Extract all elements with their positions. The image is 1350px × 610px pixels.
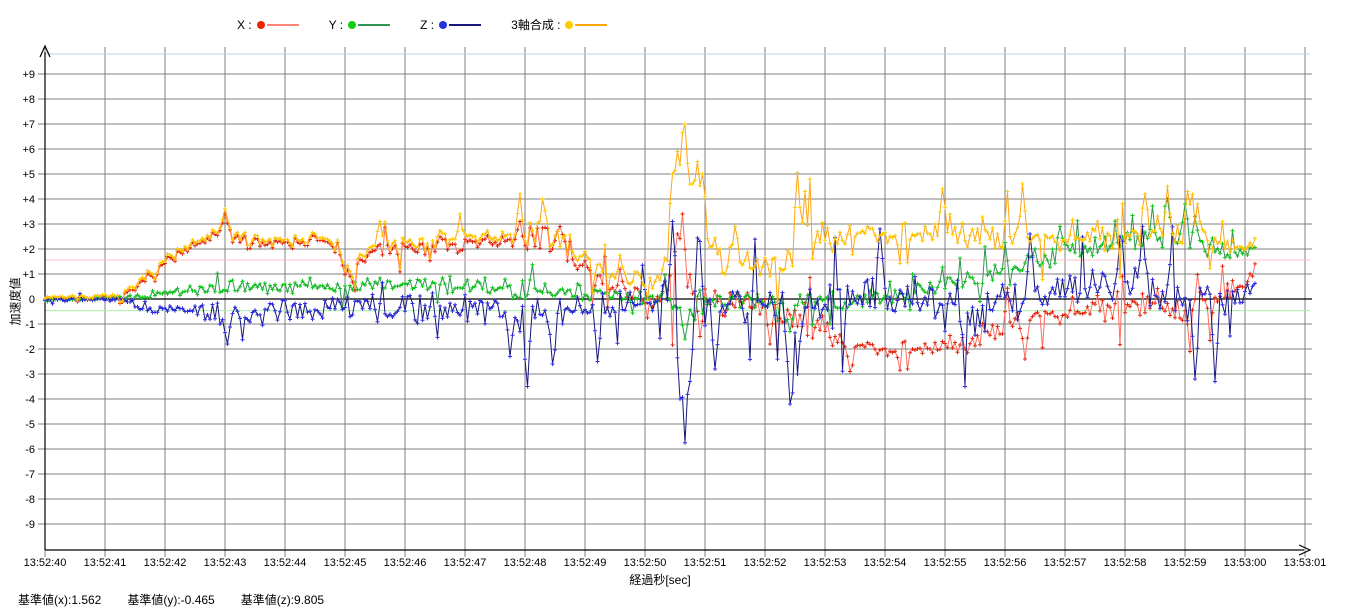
legend-line-swatch [449,23,482,26]
svg-text:13:52:57: 13:52:57 [1044,557,1087,569]
legend-item-composite: 3軸合成 : [511,16,608,33]
legend-line-swatch [575,23,608,26]
svg-text:0: 0 [29,294,35,306]
svg-text:+8: +8 [22,94,35,106]
svg-text:13:52:54: 13:52:54 [864,557,907,569]
svg-text:13:52:44: 13:52:44 [264,557,307,569]
svg-text:-5: -5 [25,419,35,431]
legend-marker-dot-icon [348,20,357,29]
svg-text:+3: +3 [22,219,35,231]
svg-text:+1: +1 [22,269,35,281]
svg-text:13:52:50: 13:52:50 [624,557,667,569]
svg-text:13:52:56: 13:52:56 [984,557,1027,569]
baseline-x-value: 基準値(x):1.562 [18,593,102,607]
legend-marker-dot-icon [439,20,448,29]
svg-text:-4: -4 [25,394,35,406]
x-axis-arrow-icon [1298,544,1312,556]
baseline-values-row: 基準値(x):1.562 基準値(y):-0.465 基準値(z):9.805 [18,591,324,608]
legend-item-x: X : [237,18,299,32]
legend-label: X : [237,17,252,32]
series-3軸合成 [43,122,1257,310]
y-axis-title: 加速度値 [8,277,23,326]
y-axis-arrow-icon [39,44,51,58]
svg-text:+5: +5 [22,169,35,181]
legend-line-swatch [266,23,299,26]
svg-text:-3: -3 [25,369,35,381]
svg-text:13:52:41: 13:52:41 [84,557,127,569]
legend-label: Y : [328,17,344,32]
legend-line-swatch [358,23,391,26]
legend-marker-dot-icon [565,20,574,29]
series-3軸合成-markers [43,122,1257,310]
svg-text:13:52:40: 13:52:40 [24,557,67,569]
svg-text:13:53:00: 13:53:00 [1224,557,1267,569]
svg-text:-7: -7 [25,469,35,481]
x-axis-title: 経過秒[sec] [629,573,691,587]
svg-text:13:52:46: 13:52:46 [384,557,427,569]
svg-text:13:52:48: 13:52:48 [504,557,547,569]
svg-text:13:52:49: 13:52:49 [564,557,607,569]
svg-text:13:52:51: 13:52:51 [684,557,727,569]
legend-label: Z : [420,17,435,32]
svg-text:13:52:47: 13:52:47 [444,557,487,569]
legend-label: 3軸合成 : [511,18,561,32]
svg-text:13:52:55: 13:52:55 [924,557,967,569]
svg-text:13:52:43: 13:52:43 [204,557,247,569]
svg-text:13:52:52: 13:52:52 [744,557,787,569]
svg-text:+2: +2 [22,244,35,256]
svg-text:+6: +6 [22,144,35,156]
baseline-z-value: 基準値(z):9.805 [240,593,325,607]
svg-text:+9: +9 [22,69,35,81]
svg-text:13:53:01: 13:53:01 [1284,557,1327,569]
svg-text:-1: -1 [25,319,35,331]
svg-text:13:52:45: 13:52:45 [324,557,367,569]
svg-text:+7: +7 [22,119,35,131]
series-X-line [44,212,1256,374]
svg-text:13:52:58: 13:52:58 [1104,557,1147,569]
series-Y [43,197,1257,341]
svg-text:13:52:59: 13:52:59 [1164,557,1207,569]
legend-item-z: Z : [420,17,482,32]
chart-legend: X : Y : Z : 3軸合成 : [237,16,608,33]
legend-item-y: Y : [328,17,391,32]
y-tick-labels: +9 +8 +7 +6 +5 +4 +3 +2 +1 0 -1 -2 -3 -4 -5 -6 -7 -8 -9 [22,69,35,531]
legend-marker-dot-icon [256,20,265,29]
svg-text:-2: -2 [25,344,35,356]
grid [38,47,1312,557]
svg-text:-9: -9 [25,519,35,531]
svg-text:-8: -8 [25,494,35,506]
svg-text:-6: -6 [25,444,35,456]
svg-text:13:52:53: 13:52:53 [804,557,847,569]
svg-text:13:52:42: 13:52:42 [144,557,187,569]
svg-text:+4: +4 [22,194,35,206]
baseline-y-value: 基準値(y):-0.465 [127,593,215,607]
x-tick-labels: 13:52:40 13:52:41 13:52:42 13:52:43 13:52:44… [24,557,1327,569]
